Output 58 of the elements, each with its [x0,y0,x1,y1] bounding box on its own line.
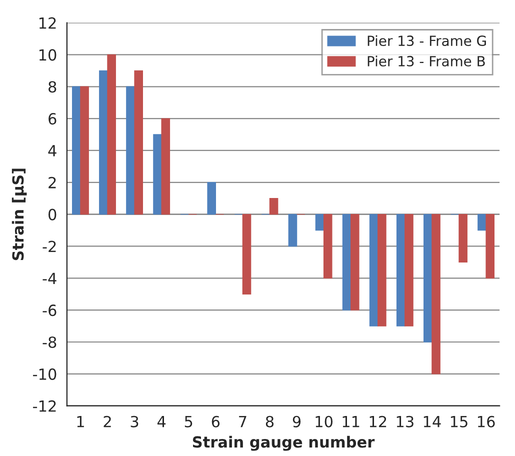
y-tick-label: 2 [48,176,56,188]
x-tick-label: 2 [104,416,111,428]
bar [288,214,298,247]
bar [342,214,352,310]
x-tick-label: 15 [450,416,468,428]
bar [80,86,89,215]
x-tick-label: 1 [77,416,84,428]
bar [458,214,468,263]
y-tick-label: -10 [33,368,56,380]
bar [161,118,170,215]
y-tick-label: 6 [48,113,56,125]
bar [126,86,135,215]
bar [378,214,386,326]
y-tick-label: -12 [33,400,56,412]
bar [72,86,81,215]
y-tick-label: 10 [39,49,56,61]
bar [269,198,278,215]
x-tick-label: 9 [292,416,301,428]
legend-label: Pier 13 - Frame B [368,56,485,66]
y-tick-label: -6 [42,304,56,316]
x-tick-label: 8 [266,416,274,428]
x-tick-label: 13 [396,416,414,428]
bar [486,214,494,279]
x-tick-label: 11 [342,416,360,428]
x-axis-title: Strain gauge number [192,436,375,451]
bar [99,70,108,215]
bar [432,214,440,374]
bar [396,214,406,326]
y-tick-label: -8 [42,336,56,348]
x-tick-label: 7 [239,416,246,428]
x-tick-label: 3 [130,416,138,428]
bar [107,54,116,215]
x-tick-label: 12 [370,416,386,428]
y-tick-label: 4 [48,145,56,156]
y-axis-title: Strain [µS] [12,168,27,260]
y-tick-label: 8 [48,81,56,93]
bar [207,182,216,215]
y-tick-label: 12 [39,17,56,29]
x-tick-label: 5 [184,416,192,428]
x-tick-label: 4 [157,416,166,428]
y-tick-label: 0 [48,208,56,220]
bar [350,214,360,310]
x-tick-label: 14 [424,416,441,428]
bar [242,214,252,294]
y-tick-label: -2 [42,240,56,252]
bar [478,214,486,231]
x-tick-label: 6 [212,416,220,428]
bar [323,214,332,279]
bar [153,134,162,215]
bar [369,214,378,326]
bar [315,214,324,231]
x-tick-label: 16 [478,416,495,428]
x-tick-label: 10 [316,416,333,428]
y-tick-label: -4 [42,272,56,284]
legend-label: Pier 13 - Frame G [368,35,486,46]
bar [134,70,144,215]
bar [423,214,432,342]
bar [404,214,414,326]
